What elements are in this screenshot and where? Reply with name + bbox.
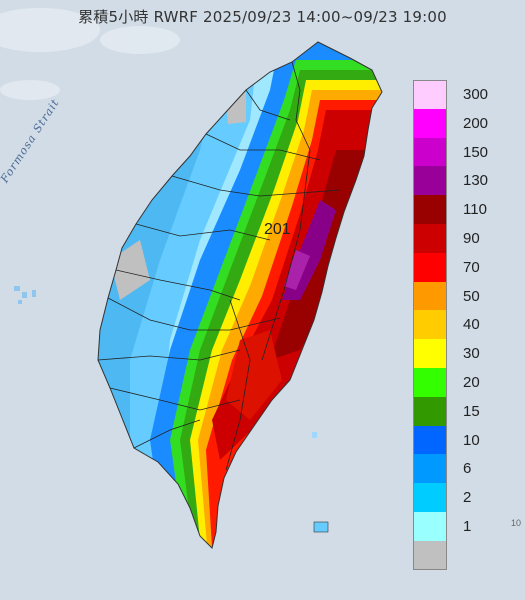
legend-swatch (413, 252, 447, 282)
legend-swatch (413, 512, 447, 541)
legend-swatch (413, 368, 447, 397)
legend-label: 1 (463, 518, 472, 535)
legend-label: 150 (463, 143, 489, 161)
legend-label: 110 (463, 201, 487, 219)
max-rainfall-label: 201 (264, 221, 291, 238)
legend-swatch (413, 454, 447, 484)
corner-label: 10 (511, 518, 522, 528)
legend-swatch (413, 224, 447, 253)
legend-swatch (413, 540, 447, 570)
legend-label: 20 (463, 374, 480, 391)
legend-label: 10 (463, 431, 480, 449)
map-title: 累積5小時 RWRF 2025/09/23 14:00~09/23 19:00 (78, 8, 447, 26)
legend-label: 2 (463, 489, 472, 507)
legend-label: 70 (463, 258, 480, 276)
sea-texture (0, 8, 180, 100)
legend-label: 6 (463, 460, 472, 478)
legend-label: 200 (463, 114, 489, 132)
legend-label: 300 (463, 86, 489, 103)
county-boundaries (97, 41, 383, 549)
east-islands (312, 432, 329, 533)
rainfall-legend: 300 200 150 130 110 90 70 50 40 30 20 15 10 6 2 1 (413, 80, 507, 570)
legend-swatch (413, 108, 447, 138)
legend-swatch (413, 310, 447, 340)
legend-swatch (413, 281, 447, 311)
legend-swatch (413, 339, 447, 368)
legend-swatch (413, 483, 447, 512)
legend-swatch (413, 195, 447, 224)
legend-label: 30 (463, 345, 480, 363)
legend-label: 50 (463, 287, 480, 305)
legend-label: 90 (463, 230, 480, 247)
legend-swatch (413, 80, 447, 109)
legend-swatch (413, 137, 447, 167)
legend-label: 130 (463, 172, 489, 190)
legend-swatch (413, 166, 447, 196)
legend-swatch (413, 425, 447, 455)
legend-swatch (413, 396, 447, 426)
legend-label: 15 (463, 402, 480, 420)
legend-label: 40 (463, 316, 480, 334)
penghu-islands (14, 286, 36, 304)
